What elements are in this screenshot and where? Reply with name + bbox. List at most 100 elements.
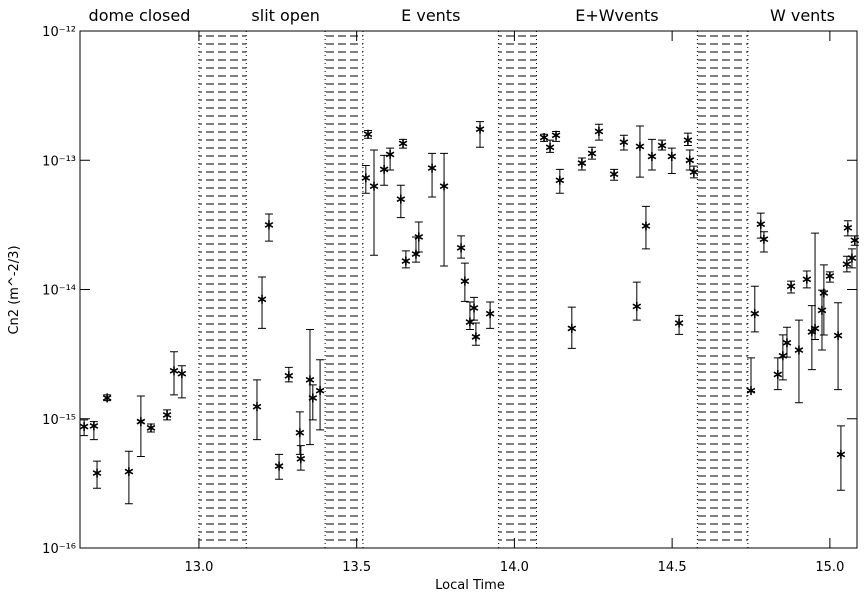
phase-label: W vents [770, 6, 835, 25]
data-point [315, 386, 325, 396]
data-point [169, 366, 179, 376]
data-point [485, 309, 495, 319]
data-point [539, 132, 549, 142]
data-point [773, 369, 783, 379]
data-point [836, 449, 846, 459]
data-point [746, 386, 756, 396]
data-point [810, 323, 820, 333]
data-point [439, 181, 449, 191]
error-bar [428, 152, 437, 198]
data-point [257, 294, 267, 304]
hatched-band [498, 31, 537, 548]
data-point [756, 219, 766, 229]
data-point [264, 220, 274, 230]
data-point [842, 259, 852, 269]
error-bar [635, 125, 644, 178]
data-point [124, 467, 134, 477]
data-point [683, 135, 693, 145]
x-tick-label: 14.0 [500, 560, 529, 575]
data-point [146, 423, 156, 433]
error-bar [632, 281, 641, 321]
data-point [284, 371, 294, 381]
data-point [635, 141, 645, 151]
hatched-band [697, 31, 748, 548]
data-point [819, 288, 829, 298]
data-point [786, 281, 796, 291]
data-point [252, 402, 262, 412]
data-point [657, 141, 667, 151]
data-point [427, 163, 437, 173]
error-bar [370, 149, 379, 256]
y-tick-label: 10⁻¹³ [42, 154, 76, 169]
data-point [398, 138, 408, 148]
data-point [817, 305, 827, 315]
data-point [475, 124, 485, 134]
error-bar [136, 395, 145, 458]
x-tick-label: 14.5 [658, 560, 687, 575]
x-tick-label: 13.0 [184, 560, 213, 575]
error-bar [794, 319, 803, 404]
data-point [363, 129, 373, 139]
data-point [401, 256, 411, 266]
data-point [551, 130, 561, 140]
y-tick-label: 10⁻¹⁴ [42, 284, 76, 299]
data-point [794, 345, 804, 355]
phase-label: slit open [251, 6, 320, 25]
data-point [469, 303, 479, 313]
data-point [647, 151, 657, 161]
data-point [177, 369, 187, 379]
error-bar [440, 152, 449, 267]
data-point [555, 175, 565, 185]
data-point [594, 126, 604, 136]
data-point [674, 318, 684, 328]
data-point [102, 393, 112, 403]
data-point [802, 274, 812, 284]
data-point [545, 142, 555, 152]
data-point [295, 428, 305, 438]
data-point [609, 169, 619, 179]
data-point [89, 421, 99, 431]
data-point [411, 249, 421, 259]
data-point [396, 194, 406, 204]
data-point [136, 417, 146, 427]
error-bar [834, 302, 843, 391]
error-bar [817, 289, 826, 351]
data-point [471, 332, 481, 342]
x-tick-label: 13.5 [342, 560, 371, 575]
data-point [456, 243, 466, 253]
data-point [587, 148, 597, 158]
data-point [619, 137, 629, 147]
data-point [641, 221, 651, 231]
data-point [843, 223, 853, 233]
data-point [274, 461, 284, 471]
data-point [465, 317, 475, 327]
hatched-band [198, 31, 247, 548]
data-point [759, 234, 769, 244]
error-bar [305, 329, 314, 446]
hatched-band [325, 31, 363, 548]
data-point [379, 164, 389, 174]
data-point [162, 410, 172, 420]
y-tick-label: 10⁻¹² [42, 25, 76, 40]
data-point [369, 181, 379, 191]
phase-label: E+Wvents [575, 6, 658, 25]
data-point [850, 235, 860, 245]
data-point [750, 309, 760, 319]
data-point [685, 155, 695, 165]
error-bar [750, 285, 759, 333]
data-point [385, 149, 395, 159]
data-point [847, 253, 857, 263]
data-point [361, 173, 371, 183]
data-point [567, 323, 577, 333]
x-axis-label: Local Time [435, 578, 505, 593]
data-point [92, 468, 102, 478]
y-axis-label: Cn2 (m^-2/3) [7, 245, 22, 334]
data-point [782, 338, 792, 348]
error-bar [124, 450, 133, 505]
phase-label: dome closed [89, 6, 191, 25]
data-point [305, 375, 315, 385]
data-point [833, 331, 843, 341]
data-point [825, 271, 835, 281]
